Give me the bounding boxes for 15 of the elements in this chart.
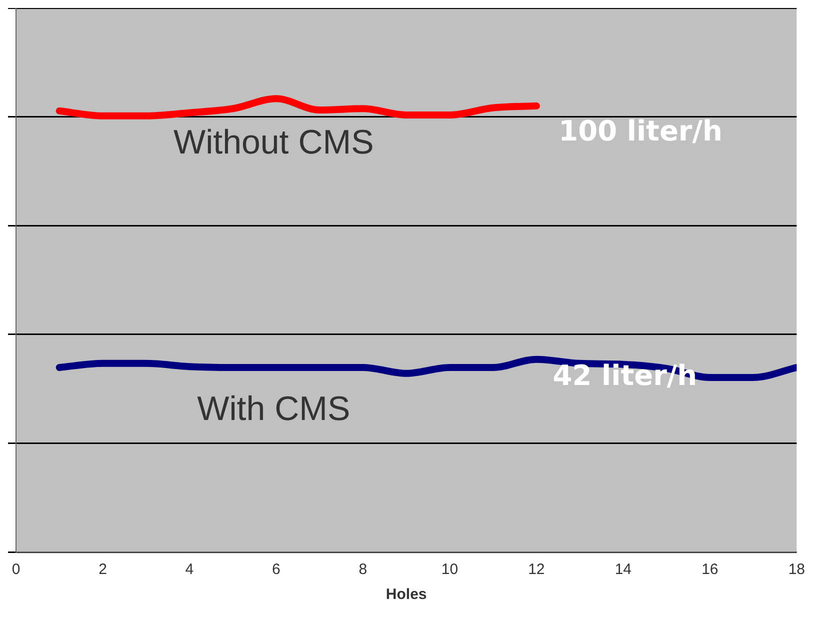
- annotation: 100 liter/h: [558, 114, 722, 148]
- x-tick-label: 8: [358, 561, 368, 578]
- x-tick-label: 0: [12, 561, 20, 578]
- x-axis-title: Holes: [386, 586, 427, 604]
- x-tick-label: 10: [441, 561, 458, 578]
- annotation: Without CMS: [173, 123, 374, 162]
- annotation: With CMS: [197, 390, 350, 428]
- annotation: 42 liter/h: [552, 359, 698, 392]
- x-tick-label: 16: [702, 561, 718, 578]
- x-tick-label: 2: [98, 561, 107, 578]
- x-tick-label: 14: [614, 561, 632, 578]
- x-tick-label: 4: [185, 561, 194, 578]
- x-tick-label: 12: [528, 561, 545, 578]
- x-tick-label: 6: [272, 561, 280, 578]
- x-tick-label: 18: [788, 561, 805, 578]
